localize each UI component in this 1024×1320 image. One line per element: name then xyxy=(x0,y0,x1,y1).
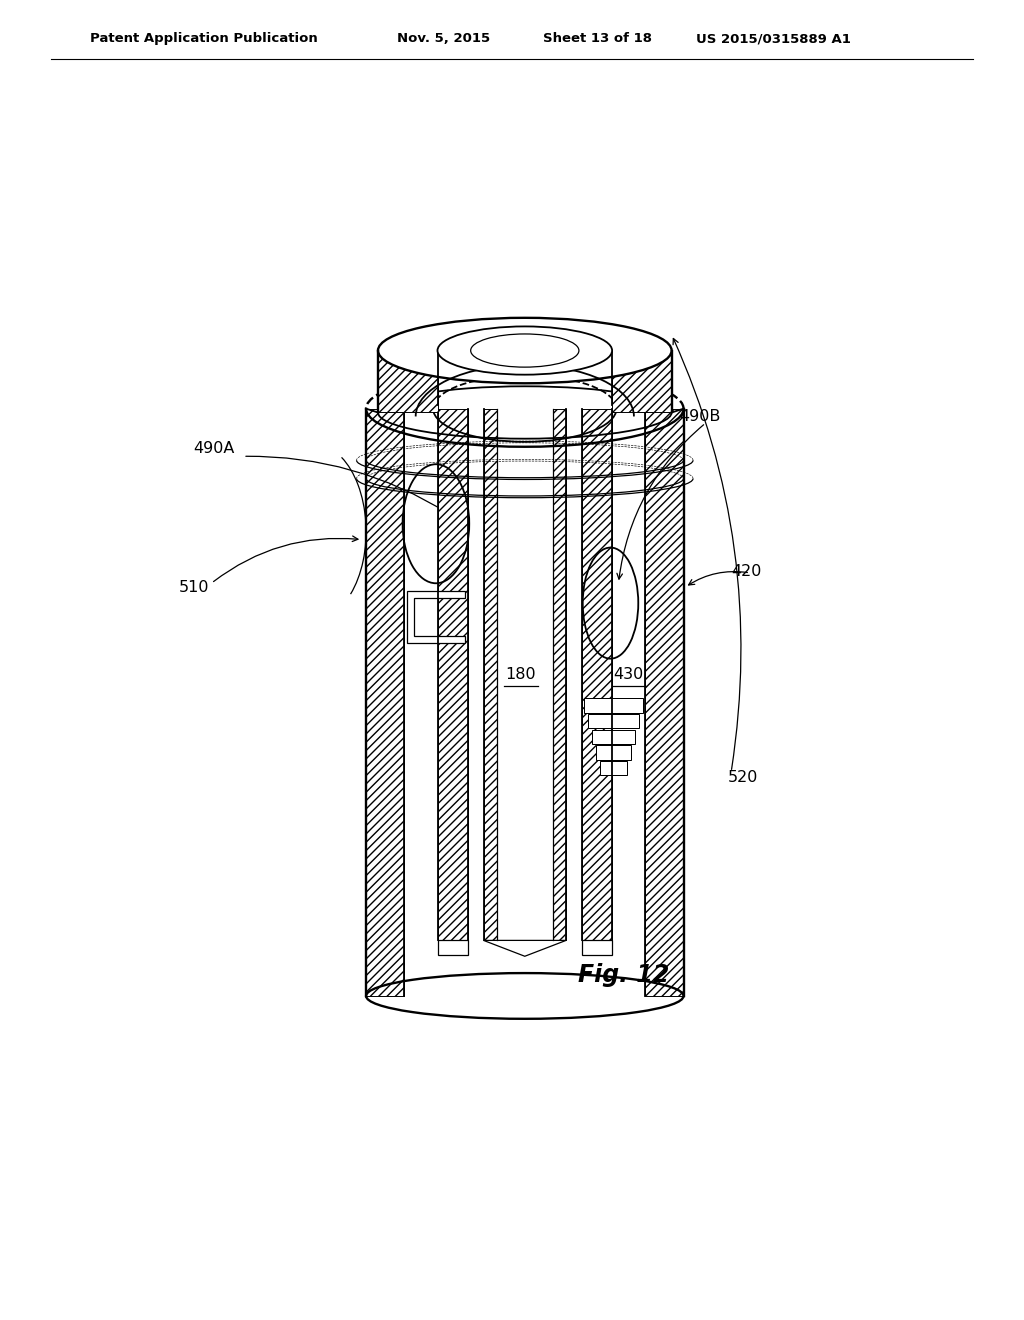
Polygon shape xyxy=(367,409,684,997)
Polygon shape xyxy=(553,409,566,940)
Polygon shape xyxy=(588,714,639,729)
Polygon shape xyxy=(378,351,437,412)
Polygon shape xyxy=(483,940,566,956)
Text: 180: 180 xyxy=(506,667,537,682)
Text: Sheet 13 of 18: Sheet 13 of 18 xyxy=(543,32,651,45)
Text: 430: 430 xyxy=(613,667,644,682)
Text: Patent Application Publication: Patent Application Publication xyxy=(90,32,317,45)
Polygon shape xyxy=(407,591,465,643)
Polygon shape xyxy=(483,409,497,940)
Polygon shape xyxy=(596,746,631,760)
Polygon shape xyxy=(437,940,468,954)
Text: US 2015/0315889 A1: US 2015/0315889 A1 xyxy=(696,32,851,45)
Polygon shape xyxy=(600,762,627,775)
Polygon shape xyxy=(437,409,468,940)
Polygon shape xyxy=(612,351,672,412)
Text: 420: 420 xyxy=(731,564,762,579)
Polygon shape xyxy=(585,698,643,713)
Text: 490A: 490A xyxy=(194,441,234,455)
Ellipse shape xyxy=(471,334,579,367)
Polygon shape xyxy=(582,409,612,940)
Polygon shape xyxy=(582,940,612,954)
Ellipse shape xyxy=(378,318,672,383)
Ellipse shape xyxy=(437,326,612,375)
Text: Nov. 5, 2015: Nov. 5, 2015 xyxy=(397,32,490,45)
Text: 490B: 490B xyxy=(680,409,721,424)
Polygon shape xyxy=(367,409,404,997)
Polygon shape xyxy=(645,409,684,997)
Text: Fig. 12: Fig. 12 xyxy=(579,962,670,986)
Text: 510: 510 xyxy=(179,579,210,595)
Polygon shape xyxy=(592,730,635,744)
Text: 520: 520 xyxy=(728,770,759,785)
